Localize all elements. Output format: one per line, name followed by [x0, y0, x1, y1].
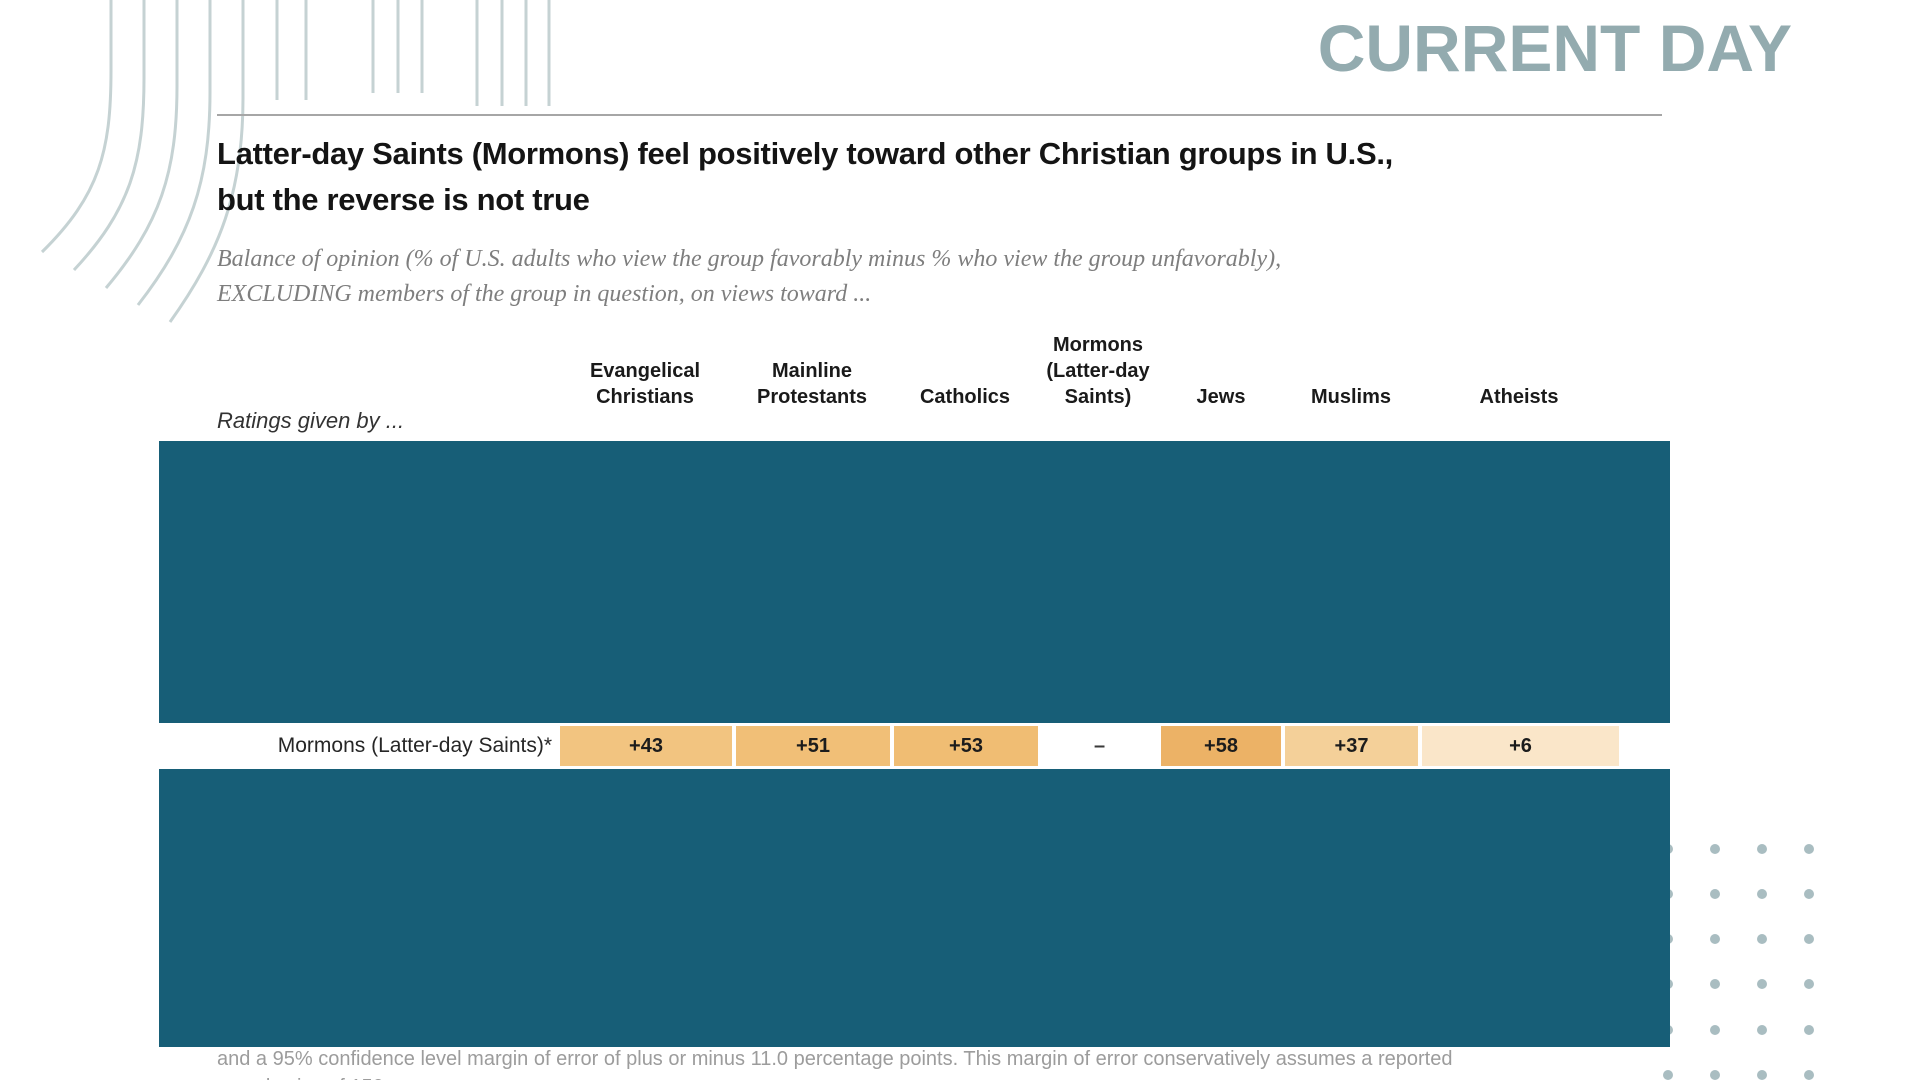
footnote-line2: sample size of 150.	[217, 1076, 1647, 1080]
chart-subtitle: Balance of opinion (% of U.S. adults who…	[217, 246, 1282, 307]
cell-rating-evangelical-christians: +43	[560, 726, 732, 766]
cell-rating-mormons-self: –	[1093, 735, 1106, 757]
covered-rows-overlay-bottom	[159, 769, 1670, 1047]
row-label-mormons: Mormons (Latter-day Saints)*	[277, 734, 552, 757]
covered-rows-overlay-top	[159, 441, 1670, 723]
ratings-given-by-label: Ratings given by ...	[217, 408, 405, 433]
column-header-evangelical-christians: Evangelical Christians	[589, 360, 701, 408]
cell-rating-atheists: +6	[1422, 726, 1619, 766]
column-header-muslims: Muslims	[1310, 386, 1392, 408]
column-header-jews: Jews	[1196, 386, 1246, 408]
cell-rating-catholics: +53	[894, 726, 1038, 766]
slide-kicker: CURRENT DAY	[1317, 11, 1792, 85]
cell-rating-muslims: +37	[1285, 726, 1418, 766]
chart-title-line2: but the reverse is not true	[217, 182, 590, 217]
header-divider	[217, 114, 1662, 116]
chart-title: Latter-day Saints (Mormons) feel positiv…	[217, 131, 1667, 223]
column-header-catholics: Catholics	[919, 386, 1011, 408]
column-header-mainline-protestants: Mainline Protestants	[756, 360, 868, 408]
column-header-atheists: Atheists	[1479, 386, 1559, 408]
cell-rating-jews: +58	[1161, 726, 1281, 766]
footnote-line1: and a 95% confidence level margin of err…	[217, 1048, 1453, 1070]
column-header-mormons: Mormons (Latter-day Saints)	[1046, 334, 1150, 408]
cell-rating-mainline-protestants: +51	[736, 726, 890, 766]
chart-title-line1: Latter-day Saints (Mormons) feel positiv…	[217, 136, 1393, 171]
